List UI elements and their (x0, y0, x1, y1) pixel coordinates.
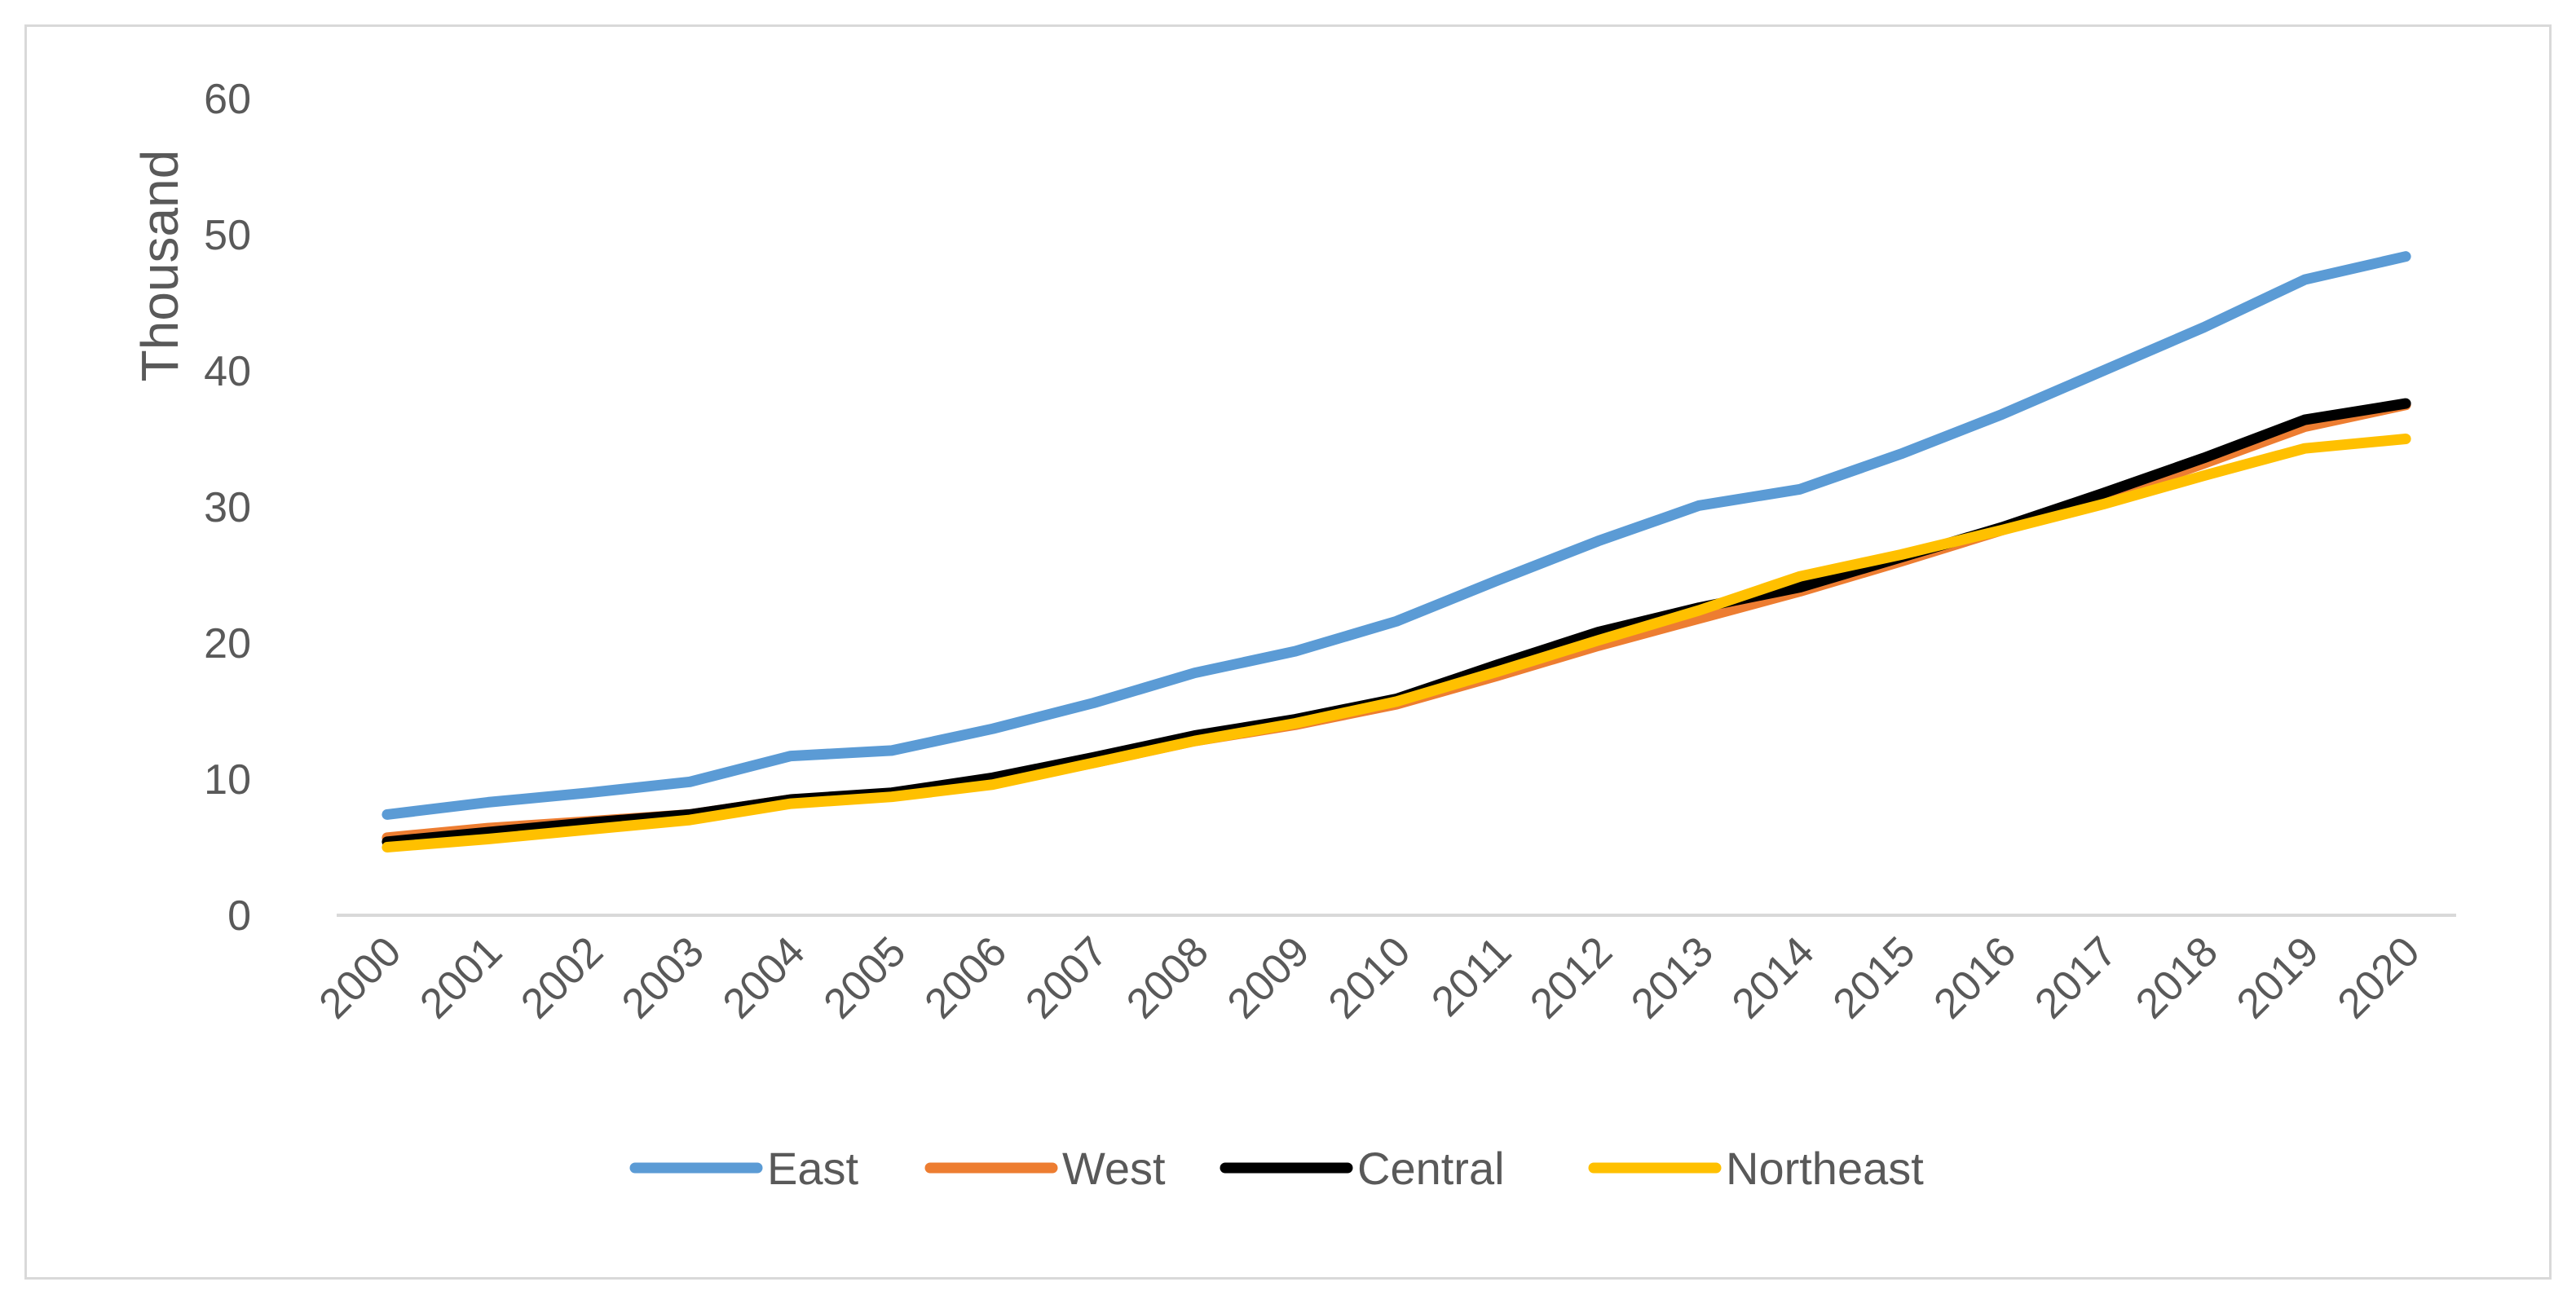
x-tick-label: 2003 (613, 927, 713, 1028)
x-tick-label: 2017 (2026, 927, 2126, 1028)
x-axis-ticks: 2000 2001 2002 2003 2004 2005 2006 2007 2008 2009… (311, 927, 2429, 1028)
x-tick-label: 2002 (512, 927, 612, 1028)
x-tick-label: 2020 (2329, 927, 2429, 1028)
x-tick-label: 2015 (1824, 927, 1925, 1028)
series-lines (382, 251, 2411, 852)
series-line-northeast (382, 434, 2411, 852)
x-tick-label: 2016 (1925, 927, 2026, 1028)
y-tick-label: 60 (204, 76, 251, 123)
x-tick-label: 2019 (2228, 927, 2328, 1028)
legend-label-northeast: Northeast (1726, 1143, 1924, 1194)
x-tick-label: 2001 (411, 927, 511, 1028)
y-tick-label: 50 (204, 212, 251, 259)
y-tick-label: 20 (204, 620, 251, 667)
x-tick-label: 2005 (815, 927, 915, 1028)
x-tick-label: 2008 (1118, 927, 1218, 1028)
y-axis-title: Thousand (130, 150, 189, 382)
x-tick-label: 2009 (1219, 927, 1319, 1028)
y-axis-ticks: 0 10 20 30 40 50 60 (204, 76, 251, 940)
x-tick-label: 2011 (1423, 927, 1520, 1025)
chart-frame: Thousand 0 10 20 30 40 50 60 2000 2001 2002 2003 2… (24, 24, 2552, 1280)
y-tick-label: 10 (204, 756, 251, 804)
legend: East West Central Northeast (629, 1143, 1924, 1194)
x-tick-label: 2013 (1622, 927, 1722, 1028)
x-tick-label: 2014 (1723, 927, 1824, 1028)
x-tick-label: 2004 (714, 927, 814, 1028)
y-tick-label: 40 (204, 348, 251, 395)
x-tick-label: 2012 (1521, 927, 1621, 1028)
series-line-east (382, 251, 2411, 820)
x-tick-label: 2010 (1320, 927, 1420, 1028)
x-tick-label: 2000 (311, 927, 411, 1028)
x-tick-label: 2018 (2127, 927, 2227, 1028)
x-tick-label: 2006 (915, 927, 1016, 1028)
legend-label-central: Central (1357, 1143, 1505, 1194)
y-tick-label: 0 (227, 892, 251, 940)
y-tick-label: 30 (204, 484, 251, 531)
legend-label-west: West (1062, 1143, 1166, 1194)
x-tick-label: 2007 (1017, 927, 1117, 1028)
legend-label-east: East (767, 1143, 858, 1194)
